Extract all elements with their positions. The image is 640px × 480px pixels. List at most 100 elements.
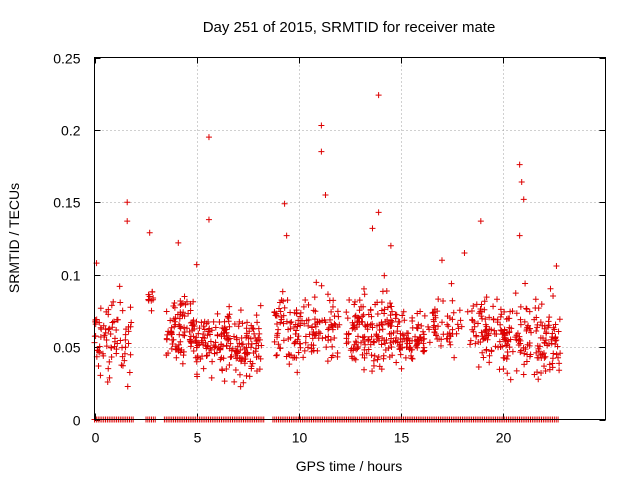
data-point bbox=[545, 324, 552, 331]
data-point bbox=[497, 306, 504, 313]
data-point bbox=[274, 334, 281, 341]
data-point bbox=[464, 308, 471, 315]
data-point bbox=[214, 310, 221, 317]
data-point bbox=[190, 333, 197, 340]
data-point bbox=[208, 374, 215, 381]
data-point bbox=[399, 312, 406, 319]
data-point bbox=[533, 314, 540, 321]
data-point bbox=[458, 323, 465, 330]
data-point bbox=[444, 313, 451, 320]
data-point bbox=[548, 340, 555, 347]
data-point bbox=[322, 319, 329, 326]
data-point bbox=[233, 347, 239, 354]
data-point bbox=[381, 337, 388, 344]
data-point bbox=[431, 322, 438, 329]
data-point bbox=[509, 348, 516, 355]
data-point bbox=[523, 326, 530, 333]
data-point bbox=[92, 333, 99, 340]
data-point bbox=[117, 337, 124, 344]
data-point bbox=[248, 322, 255, 329]
data-point bbox=[277, 319, 284, 326]
data-point bbox=[455, 325, 462, 332]
data-point bbox=[236, 318, 243, 325]
data-point bbox=[478, 329, 485, 336]
data-point bbox=[504, 341, 511, 348]
data-point bbox=[417, 308, 424, 315]
data-point bbox=[497, 321, 504, 328]
data-point bbox=[291, 354, 298, 361]
data-point bbox=[370, 362, 377, 369]
data-point bbox=[429, 310, 436, 317]
y-axis-label: SRMTID / TECUs bbox=[6, 183, 22, 293]
data-point bbox=[535, 305, 542, 312]
data-point bbox=[382, 318, 389, 325]
data-point bbox=[183, 325, 190, 332]
data-point bbox=[520, 371, 527, 378]
data-point bbox=[552, 321, 559, 328]
data-point bbox=[365, 346, 372, 353]
data-point bbox=[472, 340, 479, 347]
data-point bbox=[537, 319, 544, 326]
x-axis-label: GPS time / hours bbox=[296, 458, 403, 474]
data-point bbox=[275, 341, 282, 348]
data-point bbox=[108, 344, 115, 351]
data-point bbox=[480, 354, 487, 361]
data-point bbox=[194, 373, 201, 380]
data-point bbox=[380, 352, 387, 359]
data-point bbox=[486, 314, 493, 321]
data-point bbox=[375, 92, 382, 99]
data-point bbox=[231, 320, 238, 327]
data-point bbox=[370, 338, 377, 345]
data-point bbox=[243, 332, 250, 339]
data-point bbox=[497, 313, 504, 320]
data-point bbox=[501, 331, 508, 338]
data-point bbox=[371, 339, 378, 346]
data-point bbox=[356, 319, 363, 326]
data-point bbox=[521, 350, 528, 357]
data-point bbox=[503, 316, 510, 323]
data-point bbox=[232, 366, 239, 373]
data-point bbox=[397, 344, 404, 351]
data-point bbox=[355, 333, 362, 340]
data-point bbox=[168, 329, 175, 336]
data-point bbox=[430, 309, 437, 316]
data-point bbox=[437, 342, 444, 349]
data-point bbox=[243, 351, 250, 358]
data-point bbox=[302, 333, 309, 340]
data-point bbox=[92, 318, 99, 325]
data-point bbox=[177, 338, 184, 345]
data-point bbox=[296, 340, 303, 347]
data-point bbox=[400, 332, 407, 339]
data-point bbox=[210, 318, 217, 325]
data-point bbox=[449, 297, 456, 304]
y-tick-label: 0.1 bbox=[61, 268, 81, 284]
data-point bbox=[517, 303, 524, 310]
data-point bbox=[553, 337, 560, 344]
data-point bbox=[482, 327, 489, 334]
data-point bbox=[507, 376, 514, 383]
data-point bbox=[273, 352, 280, 359]
data-point bbox=[328, 321, 335, 328]
data-point bbox=[117, 299, 124, 306]
data-point bbox=[318, 148, 325, 155]
data-point bbox=[349, 325, 356, 332]
data-point bbox=[273, 351, 280, 358]
data-point bbox=[374, 336, 381, 343]
data-point bbox=[359, 351, 366, 358]
data-point bbox=[361, 338, 368, 345]
data-point bbox=[254, 336, 261, 343]
data-point bbox=[231, 378, 238, 385]
data-point bbox=[447, 341, 454, 348]
data-point bbox=[211, 344, 218, 351]
data-point bbox=[200, 323, 207, 330]
data-point bbox=[250, 350, 257, 357]
data-point bbox=[209, 358, 216, 365]
data-point bbox=[443, 335, 450, 342]
data-point bbox=[233, 334, 240, 341]
data-point bbox=[485, 332, 492, 339]
data-point bbox=[191, 326, 198, 333]
data-point bbox=[205, 326, 212, 333]
data-point bbox=[328, 308, 335, 315]
data-point bbox=[305, 316, 312, 323]
data-point bbox=[390, 329, 397, 336]
